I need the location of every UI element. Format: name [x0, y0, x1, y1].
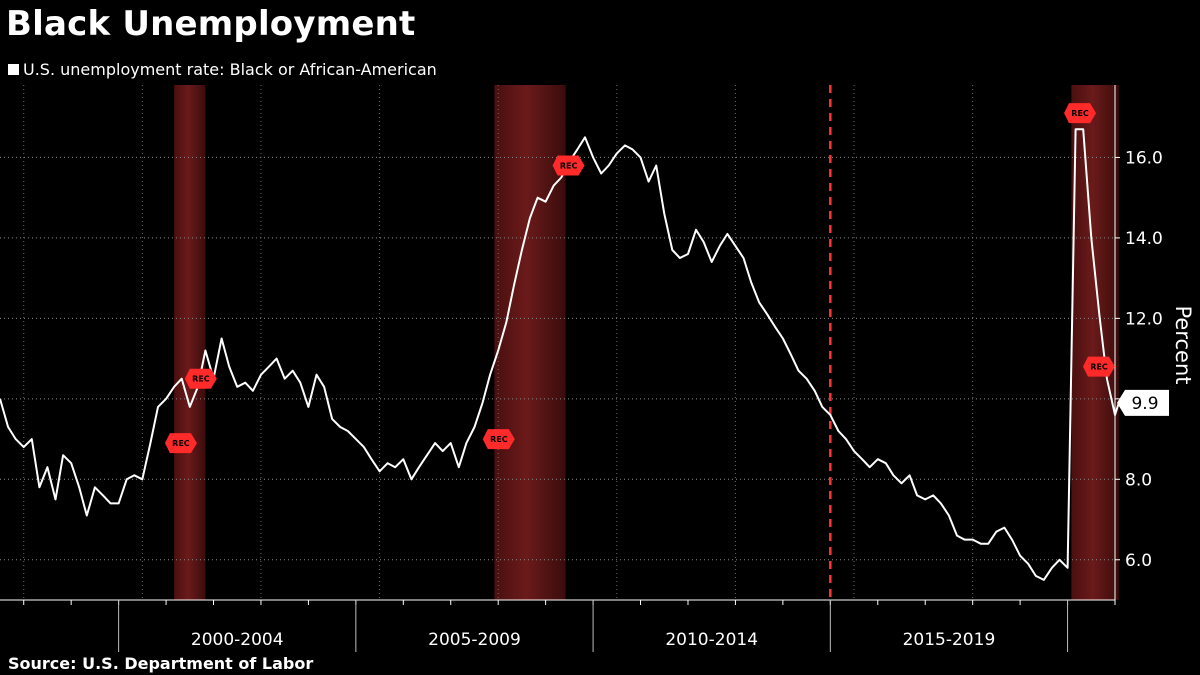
- rec-marker-label: REC: [1071, 109, 1089, 118]
- last-value-label: 9.9: [1131, 394, 1158, 414]
- series-line-group: [0, 128, 1120, 581]
- rec-markers: REC REC REC REC REC REC: [164, 103, 1115, 454]
- chart-title: Black Unemployment: [6, 4, 416, 44]
- recession-bands: [174, 85, 1119, 600]
- y-tick-label: 6.0: [1125, 551, 1152, 571]
- rec-marker: REC: [184, 368, 217, 389]
- rec-marker: REC: [552, 155, 585, 176]
- rec-marker: REC: [164, 433, 197, 454]
- rec-marker-label: REC: [1090, 363, 1108, 372]
- recession-band: [1071, 85, 1119, 600]
- x-period-label: 2000-2004: [191, 630, 284, 650]
- rec-marker-shape: [164, 433, 197, 454]
- rec-marker-label: REC: [172, 439, 190, 448]
- legend-swatch: [8, 64, 19, 75]
- y-tick-label: 8.0: [1125, 470, 1152, 490]
- rec-marker: REC: [482, 429, 515, 450]
- rec-marker: REC: [1083, 356, 1115, 377]
- rec-marker-shape: [552, 155, 585, 176]
- rec-marker-label: REC: [490, 435, 508, 444]
- y-tick-label: 16.0: [1125, 148, 1163, 168]
- x-period-label: 2015-2019: [903, 630, 996, 650]
- recession-band: [174, 85, 206, 600]
- last-value-tag: [1117, 389, 1169, 416]
- y-tick-label: 14.0: [1125, 229, 1163, 249]
- rec-marker-label: REC: [192, 375, 210, 384]
- source-note: Source: U.S. Department of Labor: [8, 654, 314, 673]
- x-period-label: 2005-2009: [428, 630, 521, 650]
- y-axis-title: Percent: [1171, 305, 1195, 384]
- series-line: [0, 128, 1120, 581]
- rec-marker-shape: [1083, 356, 1115, 377]
- rec-marker-shape: [184, 368, 217, 389]
- rec-marker: REC: [1064, 103, 1097, 124]
- y-tick-label: 12.0: [1125, 309, 1163, 329]
- rec-marker-label: REC: [560, 161, 578, 170]
- x-period-label: 2010-2014: [665, 630, 758, 650]
- legend: U.S. unemployment rate: Black or African…: [8, 60, 437, 79]
- rec-marker-shape: [482, 429, 515, 450]
- last-value-group: 9.9: [1117, 389, 1169, 416]
- axes: 6.0 8.0 12.0 14.0 16.0 2000-2004 2005-2009 2010…: [0, 85, 1163, 652]
- rec-marker-shape: [1064, 103, 1097, 124]
- recession-band: [494, 85, 566, 600]
- legend-label: U.S. unemployment rate: Black or African…: [23, 60, 437, 79]
